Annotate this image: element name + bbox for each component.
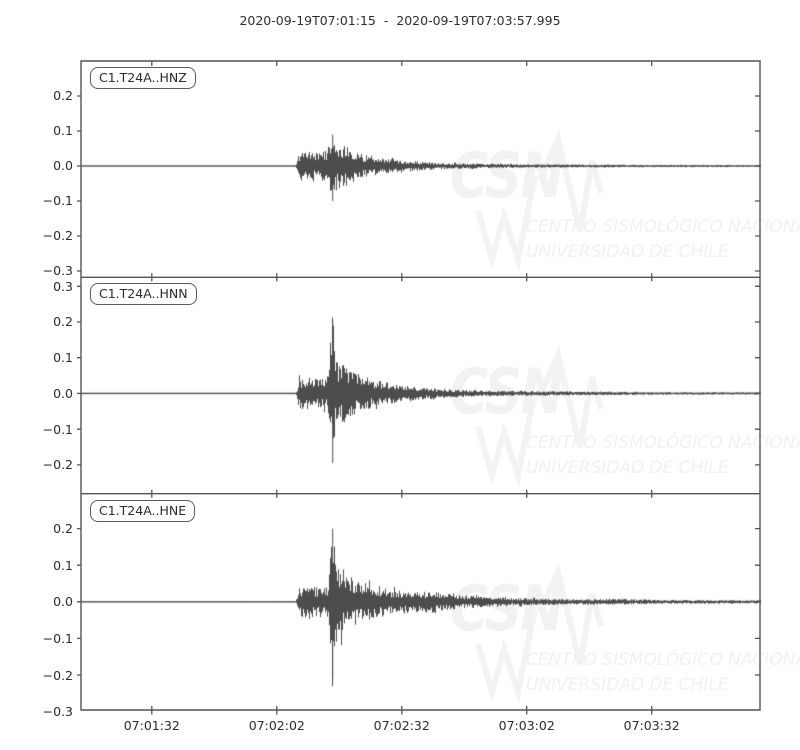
y-tick-label: 0.0 — [53, 385, 73, 401]
channel-id: C1.T24A..HNN — [99, 286, 188, 301]
y-tick-label: 0.0 — [53, 594, 73, 610]
channel-label-hne: C1.T24A..HNE — [90, 500, 196, 522]
y-tick-label: −0.3 — [42, 263, 73, 279]
channel-label-hnz: C1.T24A..HNZ — [90, 67, 196, 89]
y-tick-label: 0.0 — [53, 158, 73, 174]
y-tick-label: −0.2 — [42, 457, 73, 473]
x-tick-label: 07:03:32 — [623, 718, 680, 733]
y-tick-label: 0.1 — [53, 350, 73, 366]
y-tick-label: −0.1 — [42, 421, 73, 437]
y-tick-label: 0.1 — [53, 557, 73, 573]
y-tick-label: 0.3 — [53, 278, 73, 294]
x-tick-label: 07:01:32 — [123, 718, 180, 733]
channel-id: C1.T24A..HNZ — [99, 70, 187, 85]
x-tick-label: 07:02:32 — [373, 718, 430, 733]
y-tick-label: 0.1 — [53, 123, 73, 139]
y-tick-label: −0.1 — [42, 193, 73, 209]
x-tick-label: 07:02:02 — [248, 718, 305, 733]
y-tick-label: 0.2 — [53, 314, 73, 330]
channel-label-hnn: C1.T24A..HNN — [90, 283, 197, 305]
y-tick-label: −0.2 — [42, 667, 73, 683]
y-tick-label: 0.2 — [53, 88, 73, 104]
channel-id: C1.T24A..HNE — [99, 503, 187, 518]
y-tick-label: −0.2 — [42, 228, 73, 244]
y-tick-label: 0.2 — [53, 521, 73, 537]
y-tick-label: −0.1 — [42, 630, 73, 646]
x-tick-label: 07:03:02 — [498, 718, 555, 733]
y-tick-label: −0.3 — [42, 704, 73, 720]
